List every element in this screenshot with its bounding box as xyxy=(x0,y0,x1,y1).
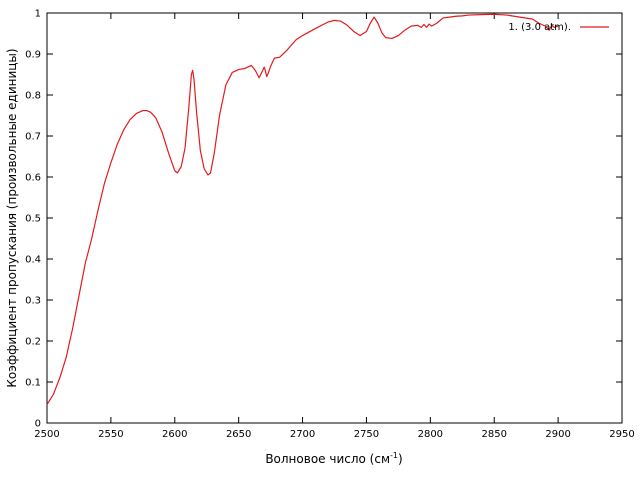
x-axis-title-close: ) xyxy=(398,452,403,466)
y-tick-label: 0.4 xyxy=(25,255,41,266)
x-tick-label: 2800 xyxy=(418,429,443,440)
x-axis-title-main: Волновое число (см xyxy=(265,452,390,466)
y-tick-label: 0.1 xyxy=(25,378,41,389)
x-tick-label: 2600 xyxy=(162,429,187,440)
y-tick-label: 0.7 xyxy=(25,132,41,143)
x-tick-label: 2700 xyxy=(290,429,315,440)
x-axis-title-sup: -1 xyxy=(390,451,398,460)
x-tick-label: 2550 xyxy=(98,429,123,440)
series-layer xyxy=(46,13,559,405)
y-tick-label: 0.9 xyxy=(25,50,41,61)
x-tick-label: 2500 xyxy=(34,429,59,440)
y-tick-label: 0.3 xyxy=(25,296,41,307)
y-tick-label: 0.6 xyxy=(25,173,41,184)
x-tick-label: 2650 xyxy=(226,429,251,440)
legend: 1. (3.0 atm). xyxy=(508,22,609,33)
y-tick-label: 0.5 xyxy=(25,214,41,225)
legend-label: 1. (3.0 atm). xyxy=(508,22,571,33)
y-axis-title: Коэффициент пропускания (произвольные ед… xyxy=(5,48,19,387)
y-tick-label: 0.2 xyxy=(25,337,41,348)
x-tick-label: 2850 xyxy=(481,429,506,440)
x-tick-label: 2950 xyxy=(609,429,634,440)
x-axis-title: Волновое число (см-1) xyxy=(265,451,402,466)
y-tick-label: 1 xyxy=(35,9,41,20)
axis-ticks xyxy=(46,12,623,424)
y-tick-label: 0.8 xyxy=(25,91,41,102)
plot-frame xyxy=(46,12,623,424)
x-tick-label: 2750 xyxy=(354,429,379,440)
series-line xyxy=(46,13,559,405)
tick-labels: 2500 2550 2600 2650 2700 2750 2800 2850 2900 2950… xyxy=(25,9,635,441)
x-tick-label: 2900 xyxy=(545,429,570,440)
y-tick-label: 0 xyxy=(35,419,41,430)
